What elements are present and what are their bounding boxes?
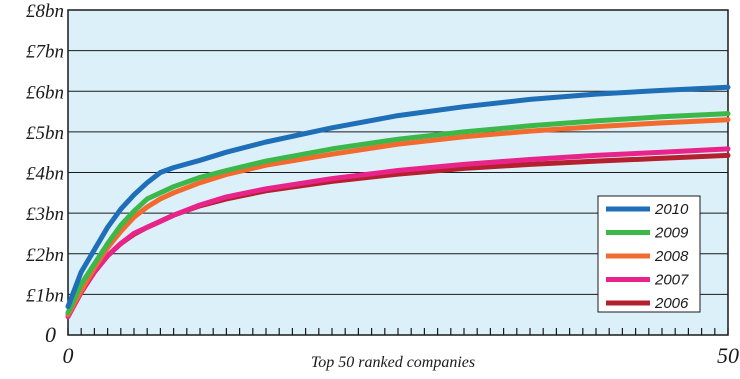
y-tick-label: £6bn [26,82,64,103]
y-tick-labels: 0 £1bn £2bn £3bn £4bn £5bn £6bn £7bn £8bn [26,1,64,347]
y-tick-label: £3bn [26,204,64,225]
legend-label-2006: 2006 [654,295,689,312]
series-line-2009 [65,111,731,316]
legend-label-2007: 2007 [654,272,689,289]
series-line-2010 [65,84,731,310]
legend-label-2008: 2008 [654,248,689,265]
x-axis-title: Top 50 ranked companies [311,354,475,371]
x-tick-label: 50 [717,343,739,368]
y-tick-label: £5bn [26,123,64,144]
y-tick-label: £7bn [26,42,64,63]
series-line-2007 [65,146,731,320]
y-tick-label: £1bn [26,285,64,306]
y-tick-label: £4bn [26,164,64,185]
legend-label-2010: 2010 [654,201,689,218]
y-tick-label: £8bn [26,1,64,22]
legend: 2010 2009 2008 2007 2006 [597,195,701,313]
y-tick-label: 0 [45,322,56,347]
y-tick-label: £2bn [26,245,64,266]
x-tick-labels: 0 50 [63,343,740,368]
series-lines [65,84,731,320]
legend-label-2009: 2009 [654,225,689,242]
x-ticks [67,328,729,335]
x-tick-label: 0 [63,343,74,368]
